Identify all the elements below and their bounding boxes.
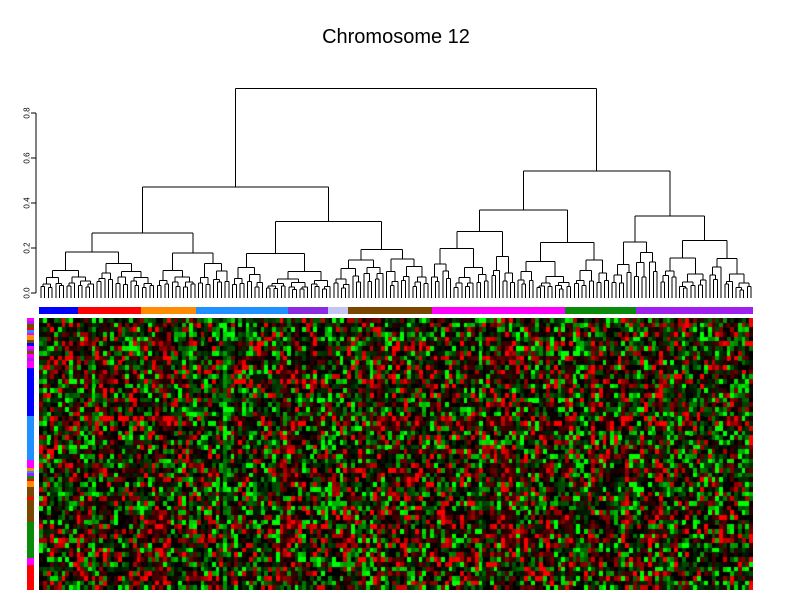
row-color-segment: [27, 335, 34, 340]
row-color-segment: [27, 558, 34, 565]
row-side-colorbar: [27, 318, 34, 590]
dendrogram-axis-tick-label: 0.8: [23, 107, 32, 119]
row-color-segment: [27, 476, 34, 479]
row-color-segment: [27, 351, 34, 354]
row-color-segment: [27, 473, 34, 476]
row-color-segment: [27, 500, 34, 522]
column-color-segment: [196, 307, 288, 314]
row-color-segment: [27, 330, 34, 333]
column-color-segment: [432, 307, 565, 314]
column-side-colorbar: [39, 307, 753, 314]
expression-heatmap: [39, 318, 753, 590]
row-color-segment: [27, 349, 34, 351]
column-color-segment: [39, 307, 78, 314]
row-color-segment: [27, 333, 34, 335]
column-color-segment: [141, 307, 196, 314]
dendrogram-axis-tick-label: 0.4: [23, 197, 32, 209]
dendrogram-axis-tick-label: 0.2: [23, 242, 32, 254]
column-color-segment: [328, 307, 348, 314]
row-color-segment: [27, 340, 34, 343]
column-color-segment: [288, 307, 328, 314]
row-color-segment: [27, 416, 34, 460]
row-color-segment: [27, 343, 34, 346]
column-color-segment: [78, 307, 141, 314]
row-color-segment: [27, 346, 34, 349]
column-dendrogram: 0.0 0.2 0.4 0.6 0.8: [23, 87, 752, 299]
row-color-segment: [27, 565, 34, 590]
row-color-segment: [27, 468, 34, 471]
row-color-segment: [27, 522, 34, 558]
row-color-segment: [27, 497, 34, 500]
chart-title: Chromosome 12: [322, 26, 470, 48]
row-color-segment: [27, 471, 34, 473]
column-color-segment: [348, 307, 432, 314]
dendrogram-axis-tick-label: 0.6: [23, 152, 32, 164]
row-color-segment: [27, 368, 34, 416]
row-color-segment: [27, 487, 34, 497]
column-color-segment: [636, 307, 753, 314]
row-color-segment: [27, 481, 34, 487]
row-color-segment: [27, 328, 34, 330]
dendrogram-axis-tick-label: 0.0: [23, 287, 32, 299]
row-color-segment: [27, 324, 34, 328]
row-color-segment: [27, 318, 34, 321]
row-color-segment: [27, 361, 34, 368]
row-color-segment: [27, 358, 34, 361]
column-color-segment: [565, 307, 636, 314]
row-color-segment: [27, 354, 34, 358]
row-color-segment: [27, 321, 34, 324]
row-color-segment: [27, 460, 34, 468]
row-color-segment: [27, 479, 34, 481]
